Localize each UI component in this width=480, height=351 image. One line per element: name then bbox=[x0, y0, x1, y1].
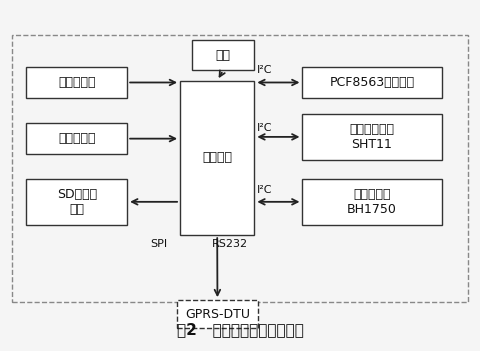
Text: SPI: SPI bbox=[150, 239, 167, 249]
Text: I²C: I²C bbox=[257, 185, 273, 195]
Bar bbox=[177, 300, 258, 328]
Text: RS232: RS232 bbox=[212, 239, 249, 249]
Text: GPRS-DTU: GPRS-DTU bbox=[185, 307, 250, 321]
Bar bbox=[26, 179, 127, 225]
Bar bbox=[302, 67, 442, 98]
Bar bbox=[12, 35, 468, 302]
Text: 温湿度传感器
SHT11: 温湿度传感器 SHT11 bbox=[349, 123, 395, 151]
Text: 光照传感器
BH1750: 光照传感器 BH1750 bbox=[347, 188, 397, 216]
Text: I²C: I²C bbox=[257, 123, 273, 133]
Text: 图2   采集终端硬件结构框图: 图2 采集终端硬件结构框图 bbox=[177, 323, 303, 337]
Text: 风速传感器: 风速传感器 bbox=[58, 132, 96, 145]
Bar bbox=[192, 40, 254, 70]
Bar bbox=[26, 67, 127, 98]
Text: 雨量传感器: 雨量传感器 bbox=[58, 76, 96, 89]
Bar bbox=[302, 179, 442, 225]
Bar bbox=[302, 114, 442, 160]
Text: SD卡存储
单元: SD卡存储 单元 bbox=[57, 188, 97, 216]
Bar bbox=[180, 81, 254, 235]
Text: 电源: 电源 bbox=[216, 49, 231, 62]
Text: PCF8563时钟芯片: PCF8563时钟芯片 bbox=[329, 76, 415, 89]
Text: I²C: I²C bbox=[257, 65, 273, 75]
Bar bbox=[26, 123, 127, 154]
Text: 通信模块: 通信模块 bbox=[202, 151, 232, 165]
